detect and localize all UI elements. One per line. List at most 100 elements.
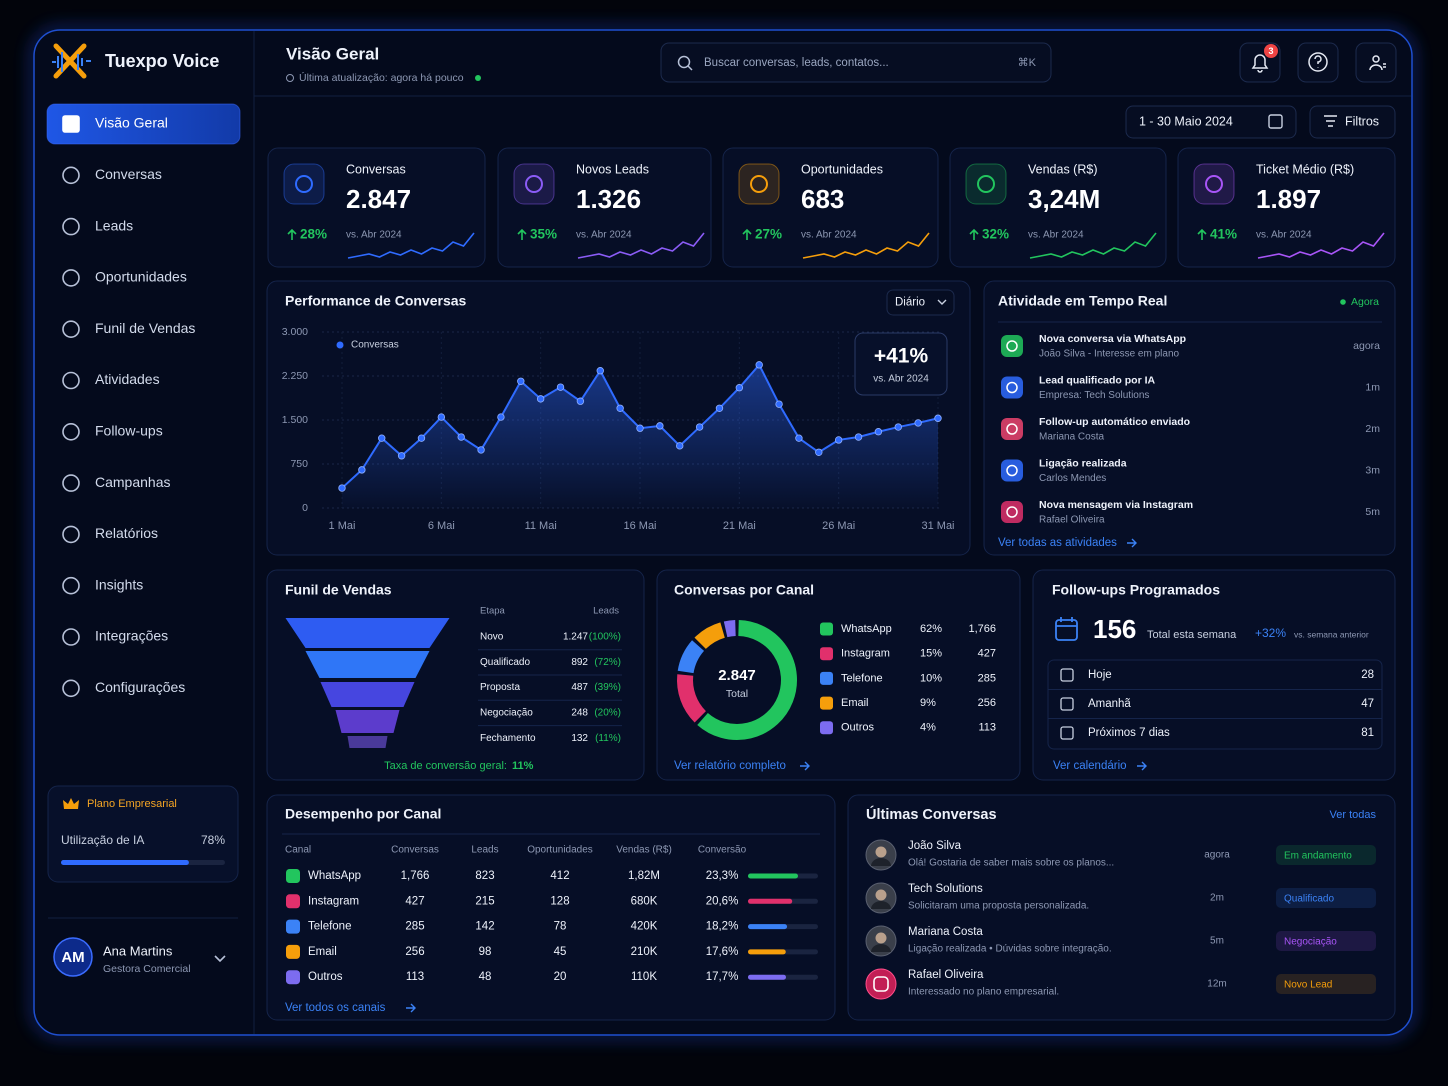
cell: 113 <box>406 971 424 983</box>
avatar-glyph <box>873 976 889 992</box>
donut-total: 2.847 <box>718 667 756 684</box>
activity-time: 5m <box>1365 506 1380 518</box>
activity-icon-glyph <box>1006 464 1018 477</box>
cell: 110K <box>631 971 657 983</box>
link-arrow <box>1137 761 1147 771</box>
column-header: Oportunidades <box>527 845 593 856</box>
activity-title: Nova mensagem via Instagram <box>1039 499 1193 511</box>
filters-button[interactable] <box>1309 105 1396 139</box>
nav-item[interactable]: Leads <box>95 217 133 233</box>
x-tick-label: 11 Mai <box>525 520 557 532</box>
y-tick-label: 1.500 <box>282 414 308 426</box>
x-tick-label: 1 Mai <box>329 520 356 532</box>
row-icon <box>1060 668 1074 682</box>
kpi-change: 28% <box>300 227 327 242</box>
kpi-icon-box <box>738 163 780 205</box>
nav-icon <box>62 371 80 390</box>
point <box>517 377 525 385</box>
stage-name: Negociação <box>480 708 533 719</box>
link[interactable]: Ver calendário <box>1053 760 1127 772</box>
legend-swatch <box>820 696 833 710</box>
contact-message: Interessado no plano empresarial. <box>908 987 1059 998</box>
channel-count: 285 <box>978 672 996 684</box>
conversion-label: Taxa de conversão geral: <box>384 760 507 772</box>
link[interactable]: Ver todas as atividades <box>998 537 1117 549</box>
channel-icon <box>286 944 300 959</box>
kpi-label: Ticket Médio (R$) <box>1256 162 1354 176</box>
cell: 142 <box>475 921 494 933</box>
point <box>854 433 863 441</box>
point <box>536 395 545 403</box>
channel-share: 62% <box>920 623 942 635</box>
user-menu-chevron[interactable] <box>214 955 226 963</box>
nav-active <box>46 103 241 145</box>
point <box>397 452 406 460</box>
nav-item[interactable]: Visão Geral <box>95 115 168 131</box>
channel-count: 427 <box>978 648 996 660</box>
search-box[interactable] <box>660 42 1052 83</box>
channels-card <box>656 569 1021 781</box>
search-icon-handle <box>687 65 693 71</box>
column-header: Canal <box>285 845 311 856</box>
rate-bar <box>748 898 793 904</box>
nav-icon <box>62 474 80 492</box>
kpi-card <box>1177 147 1396 268</box>
x-tick-label: 6 Mai <box>428 520 455 532</box>
activity-time: 1m <box>1365 381 1380 393</box>
conversations-card <box>847 794 1396 1021</box>
channel-share: 9% <box>920 697 936 709</box>
period-select[interactable] <box>886 289 955 316</box>
stage-leads: 132 <box>571 733 588 744</box>
date-range-button[interactable] <box>1125 105 1297 139</box>
point <box>676 442 684 450</box>
kpi-icon-box <box>965 163 1007 205</box>
card-title: Atividade em Tempo Real <box>998 293 1167 309</box>
cell: 78 <box>554 921 567 933</box>
cell: Outros <box>308 971 343 983</box>
nav-icon <box>62 166 80 185</box>
nav-item[interactable]: Configurações <box>95 679 185 695</box>
nav-item[interactable]: Oportunidades <box>95 269 187 285</box>
nav-item[interactable]: Funil de Vendas <box>95 320 195 336</box>
kpi-label: Conversas <box>346 162 406 176</box>
message-time: 12m <box>1207 979 1226 990</box>
nav-item[interactable]: Insights <box>95 576 143 592</box>
stage-name: Proposta <box>480 682 520 693</box>
nav-item[interactable]: Conversas <box>95 166 162 182</box>
status-label: Negociação <box>1284 937 1337 948</box>
channel-name: Email <box>841 697 869 709</box>
nav-item[interactable]: Follow-ups <box>95 423 163 439</box>
nav-item[interactable]: Campanhas <box>95 474 171 490</box>
contact-name: João Silva <box>908 840 962 852</box>
column-header: Conversão <box>698 845 747 856</box>
nav-icon <box>62 525 80 544</box>
point <box>914 419 922 427</box>
nav-item[interactable]: Integrações <box>95 628 168 644</box>
cell: 823 <box>475 870 494 882</box>
donut-segment <box>694 622 726 650</box>
nav-item[interactable]: Relatórios <box>95 525 158 541</box>
link[interactable]: Ver todos os canais <box>285 1002 386 1014</box>
link[interactable]: Ver todas <box>1330 809 1377 821</box>
point <box>596 367 604 375</box>
nav-item[interactable]: Atividades <box>95 371 160 387</box>
legend-swatch <box>820 721 833 735</box>
point <box>894 423 902 431</box>
avatar-body <box>871 944 891 952</box>
rate-bar <box>748 949 786 955</box>
stage-share: (72%) <box>594 657 621 668</box>
activity-title: Nova conversa via WhatsApp <box>1039 333 1186 345</box>
row-icon <box>1060 726 1074 740</box>
filter-icon <box>1324 115 1337 127</box>
activity-detail: João Silva - Interesse em plano <box>1039 349 1180 360</box>
avatar-body <box>871 901 891 909</box>
followup-count: 81 <box>1361 727 1374 739</box>
kpi-card <box>722 147 939 268</box>
donut-total-label: Total <box>726 688 748 700</box>
point <box>576 397 585 405</box>
channel-count: 113 <box>978 722 996 734</box>
rate-bar <box>748 924 788 930</box>
link[interactable]: Ver relatório completo <box>674 760 786 772</box>
live-dot <box>1340 299 1346 305</box>
